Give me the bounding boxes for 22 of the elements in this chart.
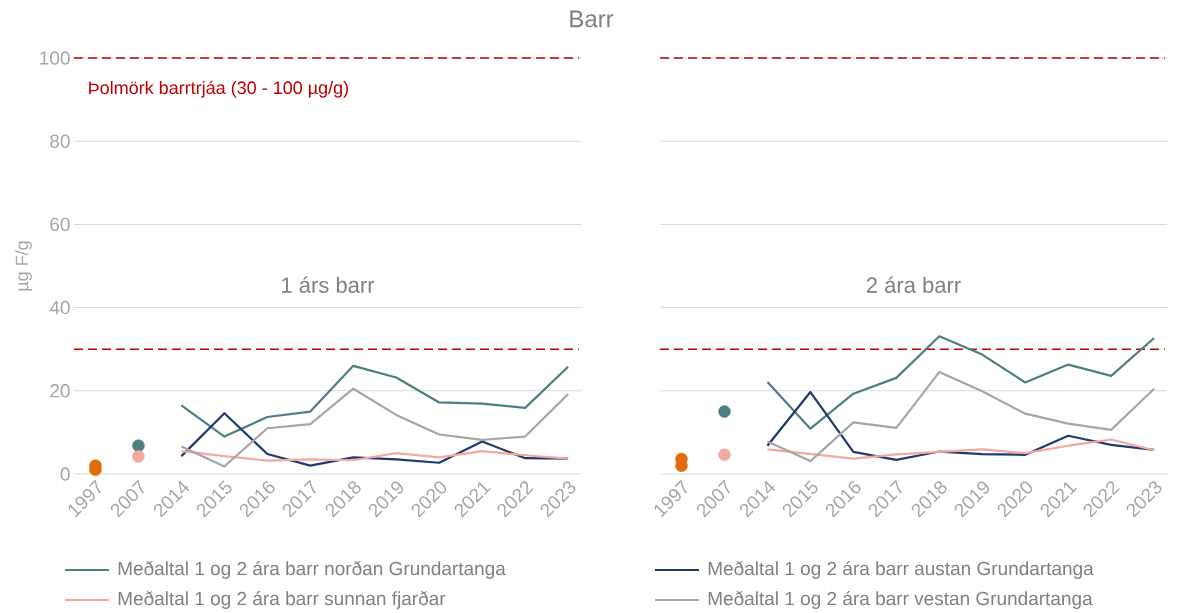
legend-label: Meðaltal 1 og 2 ára barr austan Grundartanga	[708, 561, 1094, 579]
text: 2 ára barr	[866, 276, 961, 293]
legend-label: Meðaltal 1 og 2 ára barr norðan Grundartanga	[118, 561, 506, 579]
y-tick-label: 0	[60, 467, 70, 481]
point	[718, 448, 731, 462]
annotation: Þolmörk barrtrjáa (30 - 100 µg/g)	[89, 80, 348, 98]
y-axis-title: µg F/g	[15, 241, 32, 291]
y-tick-label: 100	[40, 51, 70, 65]
legend-label: Meðaltal 1 og 2 ára barr sunnan fjarðar	[118, 591, 446, 609]
legend-label: Meðaltal 1 og 2 ára barr vestan Grundartanga	[708, 591, 1093, 609]
line-series	[180, 450, 570, 462]
point	[132, 439, 145, 452]
text: 1 árs barr	[282, 276, 375, 293]
y-tick-label: 20	[50, 384, 70, 398]
line-series	[180, 364, 570, 438]
line-series	[180, 387, 570, 468]
y-tick-label: 60	[50, 217, 70, 232]
chart-title: Barr	[570, 10, 614, 28]
point	[718, 405, 731, 418]
y-tick-label: 80	[50, 134, 70, 148]
point	[132, 450, 145, 463]
y-tick-label: 40	[49, 300, 70, 315]
